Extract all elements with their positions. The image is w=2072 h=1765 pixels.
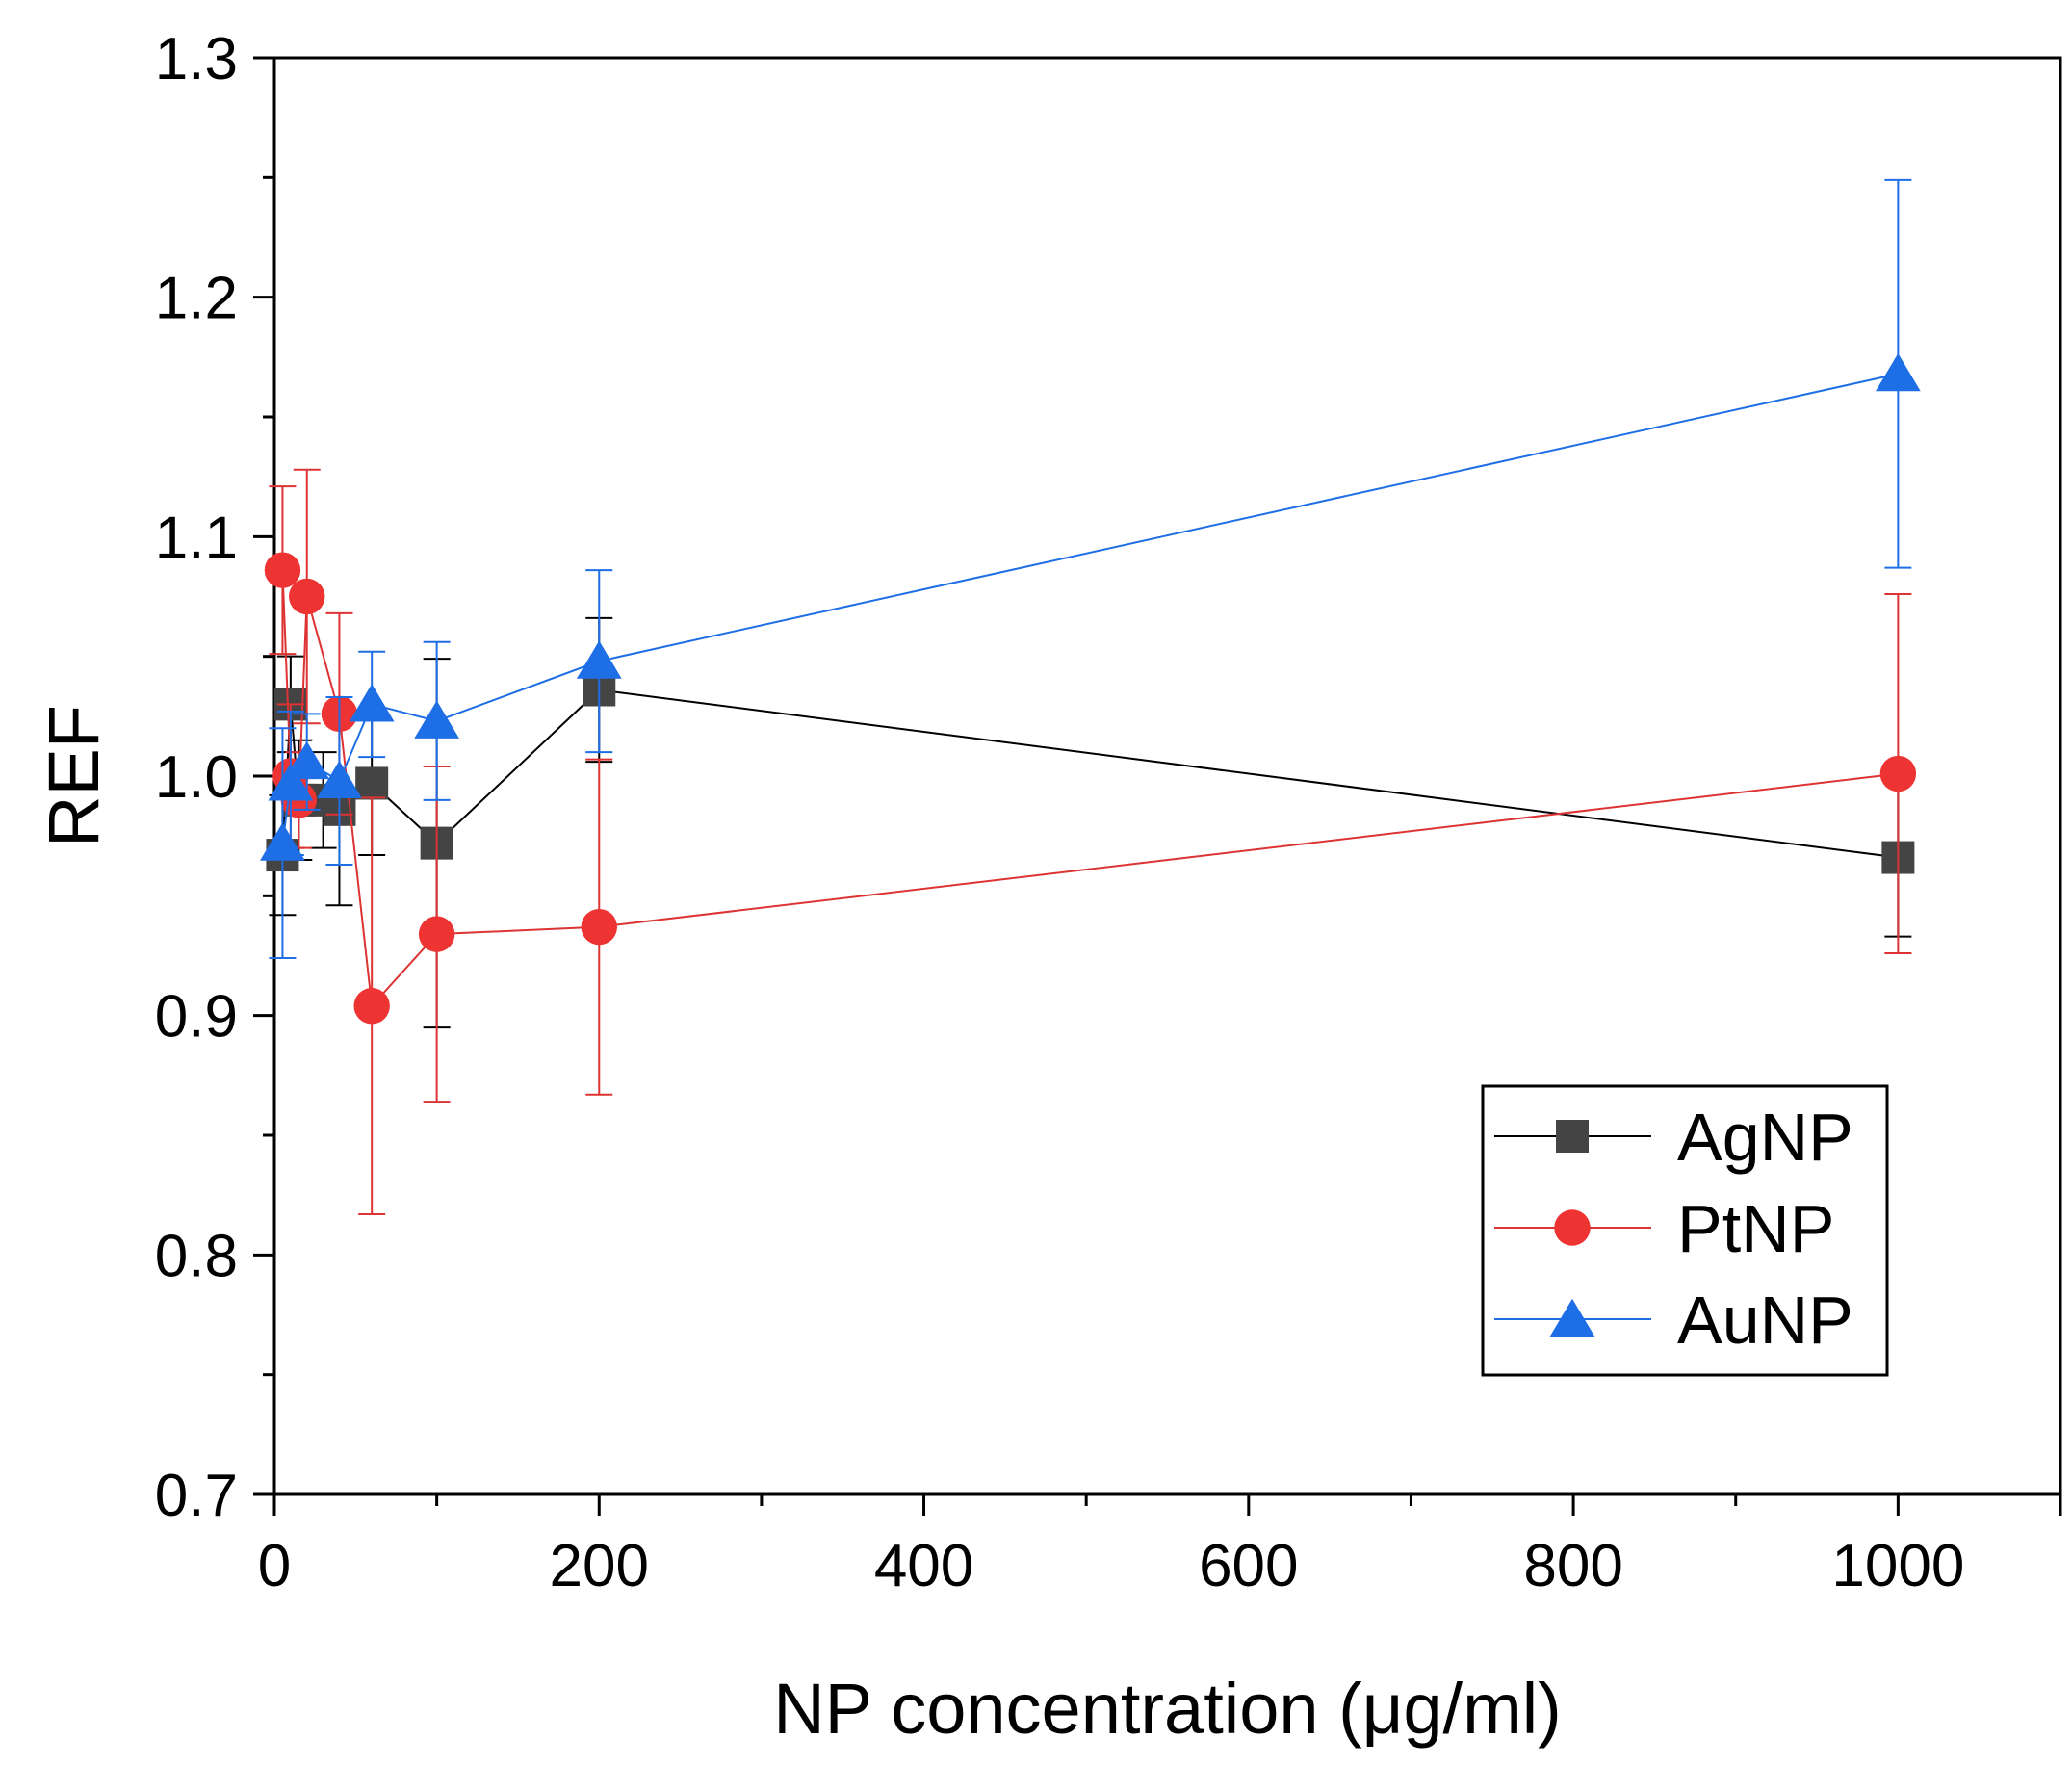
data-point-AuNP	[317, 760, 362, 799]
y-tick-label: 1.2	[155, 266, 238, 332]
legend-box	[1481, 1084, 1889, 1377]
data-point-AuNP	[1875, 352, 1921, 392]
series-line-PtNP	[281, 570, 1899, 1009]
series-AgNP	[266, 616, 1915, 1029]
series-AuNP	[260, 178, 1921, 959]
data-point-AuNP	[576, 640, 622, 679]
legend-marker	[1549, 1298, 1595, 1337]
legend-marker	[1556, 1120, 1589, 1153]
data-point-AgNP	[355, 766, 389, 800]
data-point-AuNP	[268, 763, 314, 801]
series-layer	[260, 178, 1921, 1216]
data-point-PtNP	[289, 578, 325, 615]
data-point-PtNP	[581, 908, 617, 946]
x-tick-label: 0	[258, 1533, 291, 1599]
y-tick-label: 1.0	[155, 744, 238, 811]
series-line-AgNP	[281, 688, 1899, 859]
y-axis-title: REF	[34, 705, 114, 847]
legend-label: AuNP	[1677, 1283, 1853, 1358]
data-point-AuNP	[349, 684, 395, 722]
y-tick-label: 0.8	[155, 1223, 238, 1289]
data-point-AuNP	[260, 822, 305, 861]
data-point-PtNP	[353, 988, 390, 1025]
data-point-AuNP	[414, 700, 460, 739]
data-point-AuNP	[284, 740, 330, 780]
legend-label: PtNP	[1677, 1191, 1834, 1266]
series-line-AuNP	[281, 373, 1899, 844]
data-point-PtNP	[264, 552, 301, 588]
y-tick-label: 1.1	[155, 505, 238, 571]
y-tick-label: 0.9	[155, 984, 238, 1051]
legend-marker	[1554, 1209, 1591, 1246]
legend-item-PtNP: PtNP	[1494, 1191, 1834, 1266]
data-point-PtNP	[1879, 755, 1917, 792]
x-tick-label: 600	[1199, 1533, 1298, 1599]
y-tick-labels: 0.7 0.8 0.9 1.0 1.1 1.2 1.3	[155, 26, 238, 1529]
y-tick-label: 0.7	[155, 1463, 238, 1529]
legend-label: AgNP	[1677, 1100, 1853, 1175]
x-axis-title: NP concentration (μg/ml)	[773, 1669, 1562, 1749]
legend: AgNP PtNP AuNP	[1481, 1084, 1889, 1377]
axis-ticks	[253, 56, 2062, 1516]
legend-item-AgNP: AgNP	[1494, 1100, 1853, 1175]
data-point-PtNP	[418, 916, 455, 952]
x-tick-label: 200	[550, 1533, 649, 1599]
legend-item-AuNP: AuNP	[1494, 1283, 1853, 1358]
x-tick-labels: 0 200 400 600 800 1000	[258, 1533, 1965, 1599]
x-tick-label: 400	[874, 1533, 973, 1599]
y-tick-label: 1.3	[155, 26, 238, 92]
x-tick-label: 1000	[1831, 1533, 1964, 1599]
x-tick-label: 800	[1523, 1533, 1622, 1599]
